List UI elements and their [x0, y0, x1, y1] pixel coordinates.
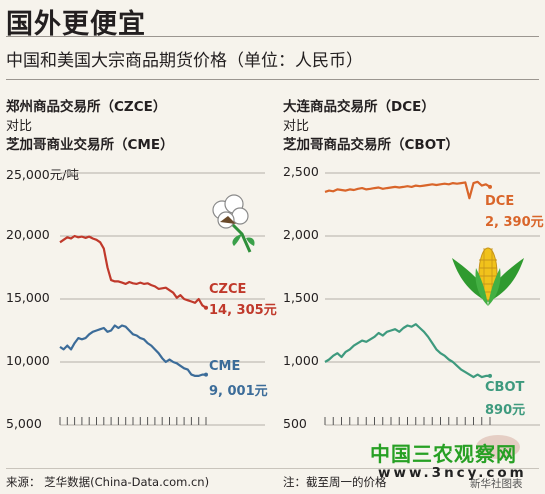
- footer-note: 注：截至周一的价格: [283, 475, 387, 489]
- left-ytick-10000: 10,000: [6, 353, 50, 368]
- page-title: 国外更便宜: [6, 9, 146, 40]
- subtitle-divider: [6, 79, 539, 80]
- czce-last-point: [204, 305, 208, 310]
- footer-source: 来源： 芝华数据(China-Data.com.cn): [6, 475, 210, 489]
- czce-series-line: [59, 234, 207, 309]
- cme-label: CME: [209, 359, 241, 374]
- cbot-value: 890元: [485, 403, 526, 418]
- cme-series-line: [59, 324, 206, 377]
- footer-divider: [6, 468, 539, 469]
- right-panel-title-line2: 芝加哥商品交易所（CBOT）: [283, 137, 459, 153]
- watermark-url: www.3ncy.com: [378, 465, 527, 481]
- left-ytick-20000: 20,000: [6, 227, 50, 242]
- dce-label: DCE: [485, 194, 515, 209]
- cbot-series-line: [324, 323, 490, 379]
- left-panel-title-line2: 芝加哥商业交易所（CME）: [6, 137, 174, 153]
- footer-credit: 新华社图表: [470, 478, 523, 490]
- right-panel-title-line1: 大连商品交易所（DCE）: [283, 99, 435, 115]
- corn-icon: [452, 247, 524, 306]
- czce-label: CZCE: [209, 282, 247, 297]
- cbot-label: CBOT: [485, 380, 525, 395]
- cme-last-point: [204, 372, 208, 377]
- cme-value: 9, 001元: [209, 384, 268, 399]
- title-divider: [6, 36, 539, 37]
- left-panel-vs: 对比: [6, 119, 33, 134]
- dce-value: 2, 390元: [485, 215, 544, 230]
- right-ytick-1500: 1,500: [283, 290, 319, 305]
- right-ytick-500: 500: [283, 416, 307, 431]
- left-ytick-15000: 15,000: [6, 290, 50, 305]
- watermark-site-name: 中国三农观察网: [370, 442, 517, 466]
- left-ytick-25000: 25,000元/吨: [6, 167, 79, 182]
- right-panel-vs: 对比: [283, 119, 310, 134]
- dce-series-line: [324, 180, 491, 200]
- cotton-icon: [212, 194, 255, 253]
- dce-last-point: [488, 184, 492, 189]
- cbot-last-point: [488, 373, 492, 378]
- right-ytick-1000: 1,000: [283, 353, 319, 368]
- left-panel-title-line1: 郑州商品交易所（CZCE）: [6, 99, 167, 115]
- right-ytick-2000: 2,000: [283, 227, 319, 242]
- right-ytick-2500: 2,500: [283, 164, 319, 179]
- left-ytick-5000: 5,000: [6, 416, 42, 431]
- czce-value: 14, 305元: [209, 303, 277, 318]
- page-subtitle: 中国和美国大宗商品期货价格（单位：人民币）: [6, 51, 363, 71]
- watermark-logo-icon: [476, 435, 520, 459]
